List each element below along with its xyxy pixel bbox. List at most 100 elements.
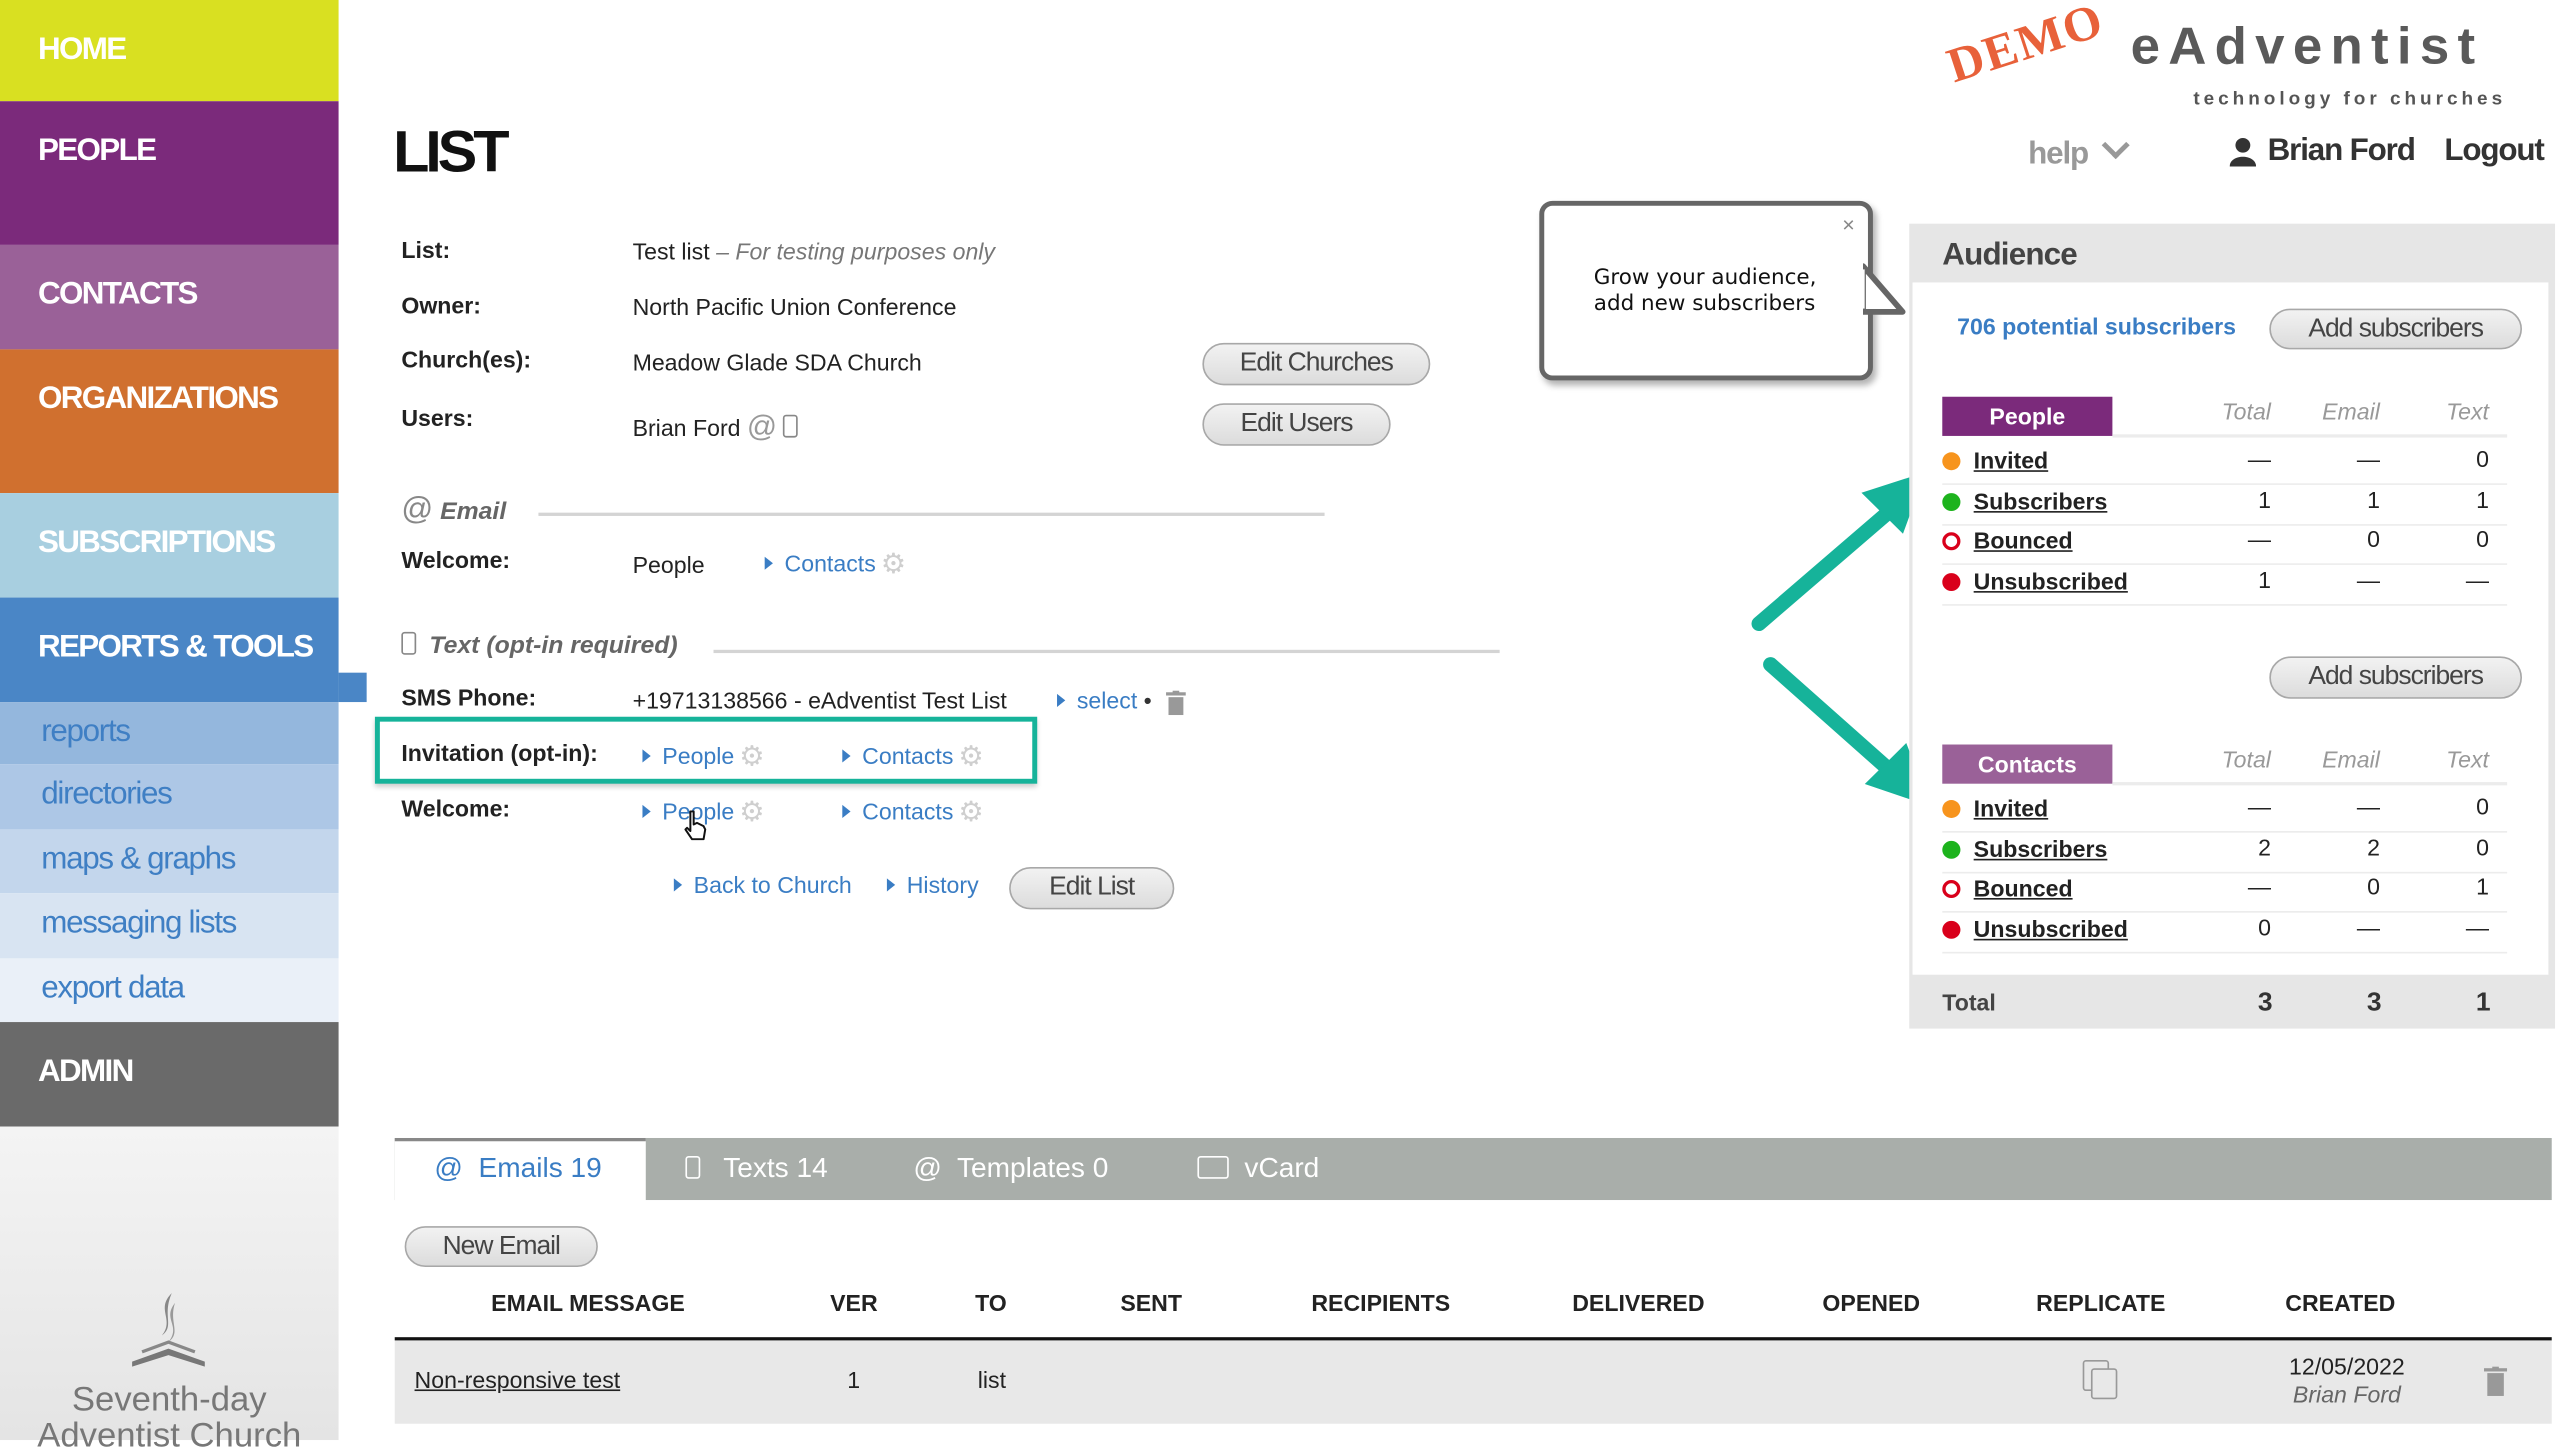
gear-icon[interactable]: ⚙ [958, 741, 984, 773]
column-header: Email [2322, 398, 2380, 425]
phone-icon [685, 1155, 701, 1179]
tab-texts[interactable]: Texts 14 [685, 1138, 828, 1200]
col-sent[interactable]: SENT [1120, 1289, 1183, 1316]
select-phone-link[interactable]: select • [1057, 687, 1152, 713]
count-value: 0 [2367, 525, 2380, 552]
user-icon [2229, 137, 2257, 167]
tooltip-line: add new subscribers [1593, 292, 1816, 317]
nav-contacts[interactable]: CONTACTS [0, 244, 339, 350]
subnav-maps-graphs[interactable]: maps & graphs [0, 829, 339, 894]
subnav-reports[interactable]: reports [0, 702, 339, 765]
col-to[interactable]: TO [975, 1289, 1007, 1316]
edit-users-button[interactable]: Edit Users [1202, 403, 1391, 446]
nav-subscriptions[interactable]: SUBSCRIPTIONS [0, 493, 339, 598]
trash-icon[interactable] [2484, 1366, 2508, 1396]
page-title: LIST [393, 117, 509, 185]
count-value: 1 [2258, 565, 2271, 592]
users-label: Users: [401, 404, 474, 432]
nav-people[interactable]: PEOPLE [0, 101, 339, 245]
user-name[interactable]: Brian Ford [2267, 133, 2416, 169]
nav-organizations[interactable]: ORGANIZATIONS [0, 349, 339, 494]
divider [2112, 434, 2508, 437]
status-link[interactable]: Unsubscribed [1973, 567, 2128, 594]
text-welcome-contacts-link[interactable]: Contacts ⚙ [842, 796, 984, 830]
tab-templates[interactable]: @ Templates 0 [913, 1138, 1108, 1200]
logout-link[interactable]: Logout [2444, 133, 2545, 169]
status-link[interactable]: Subscribers [1973, 487, 2108, 514]
count-value: 0 [2258, 913, 2271, 940]
email-message-link[interactable]: Non-responsive test [414, 1366, 621, 1393]
email-welcome-contacts-link[interactable]: Contacts ⚙ [764, 548, 906, 582]
text-welcome-people-link[interactable]: People ⚙ [642, 797, 764, 830]
nav-home[interactable]: HOME [0, 0, 339, 102]
history-link[interactable]: History [886, 872, 979, 898]
new-email-button[interactable]: New Email [404, 1226, 598, 1267]
gear-icon[interactable]: ⚙ [880, 548, 906, 580]
col-recipients[interactable]: RECIPIENTS [1311, 1289, 1451, 1316]
status-link[interactable]: Bounced [1973, 875, 2073, 902]
status-link[interactable]: Unsubscribed [1973, 915, 2128, 942]
sms-phone-value: +19713138566 - eAdventist Test List [632, 687, 1007, 714]
help-menu[interactable]: help [2028, 131, 2130, 174]
replicate-icon[interactable] [2082, 1360, 2118, 1400]
total-value: 3 [2257, 989, 2273, 1018]
col-delivered[interactable]: DELIVERED [1572, 1289, 1705, 1316]
subnav-export-data[interactable]: export data [0, 958, 339, 1023]
col-opened[interactable]: OPENED [1822, 1289, 1921, 1316]
status-dot-icon [1942, 492, 1961, 511]
add-subscribers-button[interactable]: Add subscribers [2269, 656, 2522, 699]
status-link[interactable]: Invited [1973, 447, 2049, 474]
add-subscribers-button[interactable]: Add subscribers [2269, 308, 2522, 350]
section-title: Text (opt-in required) [429, 631, 678, 660]
demo-stamp: DEMO [1940, 0, 2111, 94]
nav-admin[interactable]: ADMIN [0, 1022, 339, 1127]
status-link[interactable]: Subscribers [1973, 835, 2108, 862]
col-replicate[interactable]: REPLICATE [2036, 1289, 2166, 1316]
audience-panel: Audience Total 3 3 1 [1909, 223, 2556, 1029]
gear-icon[interactable]: ⚙ [958, 796, 984, 828]
status-dot-icon [1942, 572, 1961, 591]
nav-reports-tools[interactable]: REPORTS & TOOLS [0, 597, 339, 703]
gear-icon[interactable]: ⚙ [739, 741, 765, 773]
trash-icon[interactable] [1166, 690, 1186, 716]
link-label: People [662, 742, 735, 770]
nav-label: CONTACTS [37, 277, 198, 312]
link-label: Contacts [862, 798, 954, 825]
column-header: Text [2446, 398, 2489, 425]
audience-row: Bounced — 0 0 [1942, 524, 2508, 565]
edit-churches-button[interactable]: Edit Churches [1202, 342, 1431, 386]
tab-label: Texts 14 [723, 1152, 828, 1184]
gear-icon[interactable]: ⚙ [739, 796, 765, 828]
count-value: — [2465, 913, 2489, 940]
churches-label: Church(es): [401, 346, 532, 373]
sda-logo-icon [132, 1293, 205, 1367]
subnav-label: reports [41, 715, 131, 750]
tooltip-line: Grow your audience, [1593, 266, 1817, 291]
tab-vcard[interactable]: vCard [1197, 1138, 1319, 1200]
email-section-header: @ Email [401, 493, 506, 529]
col-ver[interactable]: VER [830, 1289, 878, 1316]
tab-label: Emails 19 [478, 1152, 602, 1184]
invitation-people-link[interactable]: People ⚙ [642, 741, 764, 774]
close-icon[interactable]: × [1842, 212, 1855, 237]
back-to-church-link[interactable]: Back to Church [673, 872, 852, 898]
col-created[interactable]: CREATED [2285, 1289, 2396, 1316]
status-dot-icon [1942, 880, 1961, 898]
sda-logo-text: Seventh-day Adventist Church [0, 1382, 339, 1455]
status-dot-icon [1942, 920, 1961, 938]
eadventist-logo[interactable]: eAdventist [2130, 16, 2484, 76]
status-link[interactable]: Invited [1973, 795, 2049, 822]
audience-row: Invited — — 0 [1942, 792, 2508, 833]
count-value: — [2247, 873, 2271, 900]
status-link[interactable]: Bounced [1973, 527, 2073, 554]
invitation-contacts-link[interactable]: Contacts ⚙ [842, 741, 984, 774]
edit-list-button[interactable]: Edit List [1009, 866, 1175, 910]
audience-row: Invited — — 0 [1942, 444, 2508, 485]
potential-subscribers-link[interactable]: 706 potential subscribers [1957, 313, 2237, 340]
subnav-messaging-lists[interactable]: messaging lists [0, 893, 339, 959]
triangle-right-icon [842, 804, 851, 818]
subnav-directories[interactable]: directories [0, 764, 339, 830]
tab-emails[interactable]: @ Emails 19 [434, 1138, 601, 1200]
col-email-message[interactable]: EMAIL MESSAGE [491, 1289, 685, 1316]
table-divider [394, 1337, 2552, 1341]
